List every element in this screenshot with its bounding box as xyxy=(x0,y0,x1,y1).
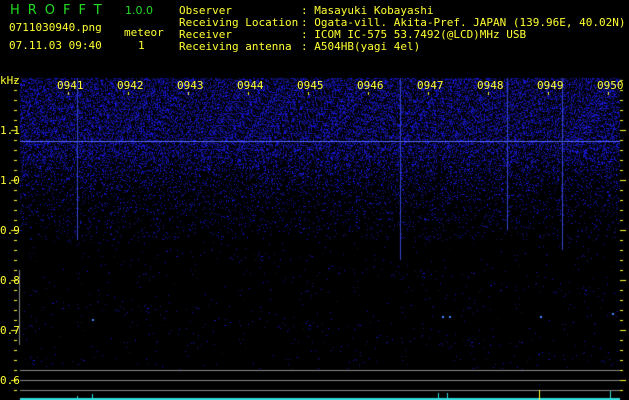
time-label: 0947 xyxy=(417,79,444,92)
y-tick-label: 0.9 xyxy=(0,224,20,237)
time-label: 0942 xyxy=(117,79,144,92)
y-tick-label: 0.7 xyxy=(0,324,20,337)
time-label: 0943 xyxy=(177,79,204,92)
info-label: Observer xyxy=(179,4,232,17)
info-value: : Ogata-vill. Akita-Pref. JAPAN (139.96E… xyxy=(301,16,626,29)
info-value: : A504HB(yagi 4el) xyxy=(301,40,421,53)
file-datetime: 07.11.03 09:40 xyxy=(9,39,102,52)
info-label: Receiving antenna xyxy=(179,40,292,53)
info-value: : Masayuki Kobayashi xyxy=(301,4,434,17)
file-name: 0711030940.png xyxy=(9,21,102,34)
y-tick-label: 0.8 xyxy=(0,274,20,287)
y-tick-label: 1.0 xyxy=(0,174,20,187)
time-label: 0949 xyxy=(537,79,564,92)
time-label: 0945 xyxy=(297,79,324,92)
meteor-count: 1 xyxy=(138,39,145,52)
y-tick-label: 0.6 xyxy=(0,374,20,387)
time-label: 0948 xyxy=(477,79,504,92)
time-label: 0944 xyxy=(237,79,264,92)
time-label: 0941 xyxy=(57,79,84,92)
info-value: : ICOM IC-575 53.7492(@LCD)MHz USB xyxy=(301,28,527,41)
meteor-label: meteor xyxy=(124,26,164,39)
info-label: Receiving Location xyxy=(179,16,299,29)
y-unit-label: kHz xyxy=(0,74,20,87)
time-label: 0946 xyxy=(357,79,384,92)
app-version: 1.0.0 xyxy=(125,4,153,17)
info-label: Receiver xyxy=(179,28,232,41)
app-logo: HROFFT xyxy=(10,3,110,18)
time-label: 0950 xyxy=(597,79,624,92)
y-tick-label: 1.1 xyxy=(0,124,20,137)
